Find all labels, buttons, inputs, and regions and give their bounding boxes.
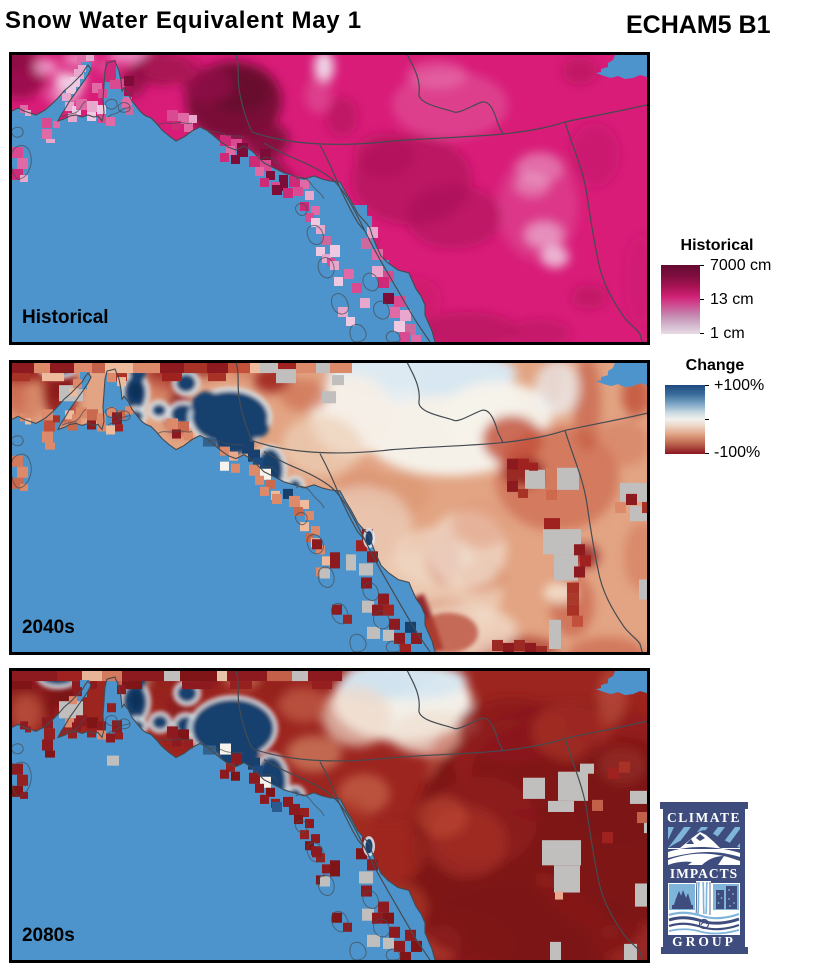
svg-text:2040s: 2040s: [22, 617, 75, 638]
svg-text:Historical: Historical: [22, 307, 109, 328]
svg-text:2080s: 2080s: [22, 925, 75, 946]
svg-text:GROUP: GROUP: [672, 934, 736, 949]
svg-text:IMPACTS: IMPACTS: [670, 866, 738, 881]
svg-text:CLIMATE: CLIMATE: [667, 810, 741, 825]
